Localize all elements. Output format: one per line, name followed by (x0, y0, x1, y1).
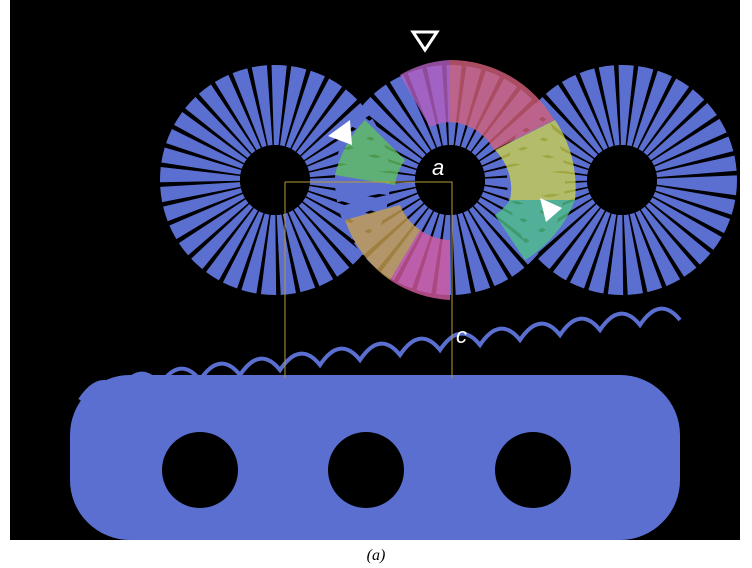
axis-label: c (456, 323, 467, 348)
ring-hole (162, 432, 238, 508)
ring-hole (240, 145, 310, 215)
caption: (a) (367, 547, 386, 564)
ring-hole (587, 145, 657, 215)
ring-hole (415, 145, 485, 215)
figure: a c (a) (0, 0, 752, 568)
top-layer (200, 60, 697, 300)
ring-hole (328, 432, 404, 508)
axis-label: a (432, 155, 444, 180)
ring-hole (495, 432, 571, 508)
page: a c (a) (() => { const data = JSON.parse… (0, 0, 752, 568)
